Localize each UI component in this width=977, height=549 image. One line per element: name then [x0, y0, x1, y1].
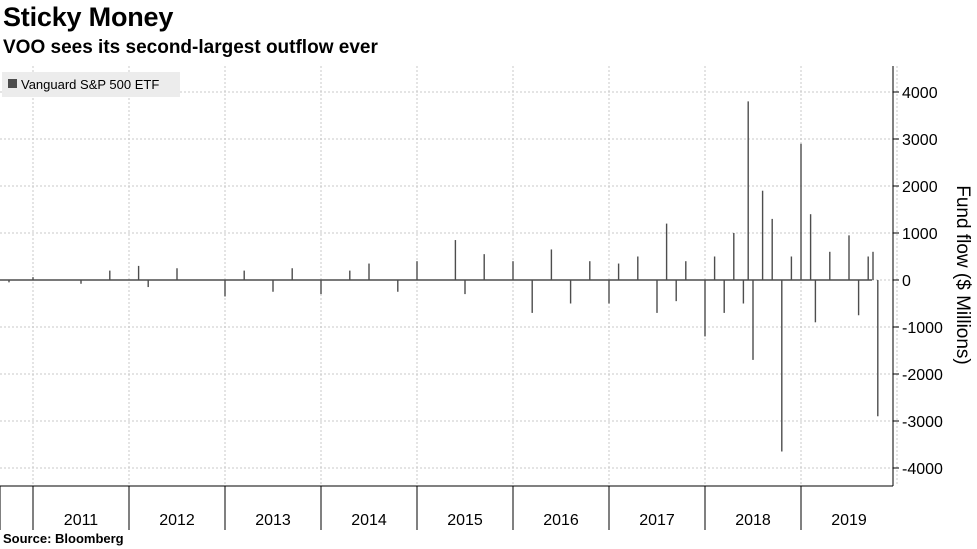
y-tick-label: -1000 — [902, 320, 943, 337]
x-tick-label: 2017 — [639, 512, 675, 529]
source-note: Source: Bloomberg — [3, 531, 124, 546]
y-axis-title: Fund flow ($ Millions) — [952, 185, 973, 365]
y-tick-label: 1000 — [902, 226, 938, 243]
y-tick-label: -2000 — [902, 367, 943, 384]
x-tick-label: 2019 — [831, 512, 867, 529]
legend-label: Vanguard S&P 500 ETF — [21, 77, 159, 92]
x-tick-label: 2015 — [447, 512, 483, 529]
legend-swatch — [8, 79, 17, 88]
x-tick-label: 2016 — [543, 512, 579, 529]
y-tick-label: 3000 — [902, 132, 938, 149]
y-tick-label: 4000 — [902, 85, 938, 102]
y-tick-label: -3000 — [902, 414, 943, 431]
y-tick-label: -4000 — [902, 461, 943, 478]
y-tick-label: 0 — [902, 273, 911, 290]
x-tick-label: 2013 — [255, 512, 291, 529]
legend-box — [2, 72, 180, 97]
chart-title: Sticky Money — [3, 2, 174, 32]
x-tick-label: 2018 — [735, 512, 771, 529]
chart-subtitle: VOO sees its second-largest outflow ever — [3, 37, 378, 58]
y-tick-label: 2000 — [902, 179, 938, 196]
x-tick-label: 2014 — [351, 512, 387, 529]
x-tick-label: 2011 — [64, 512, 99, 529]
x-tick-label: 2012 — [159, 512, 195, 529]
